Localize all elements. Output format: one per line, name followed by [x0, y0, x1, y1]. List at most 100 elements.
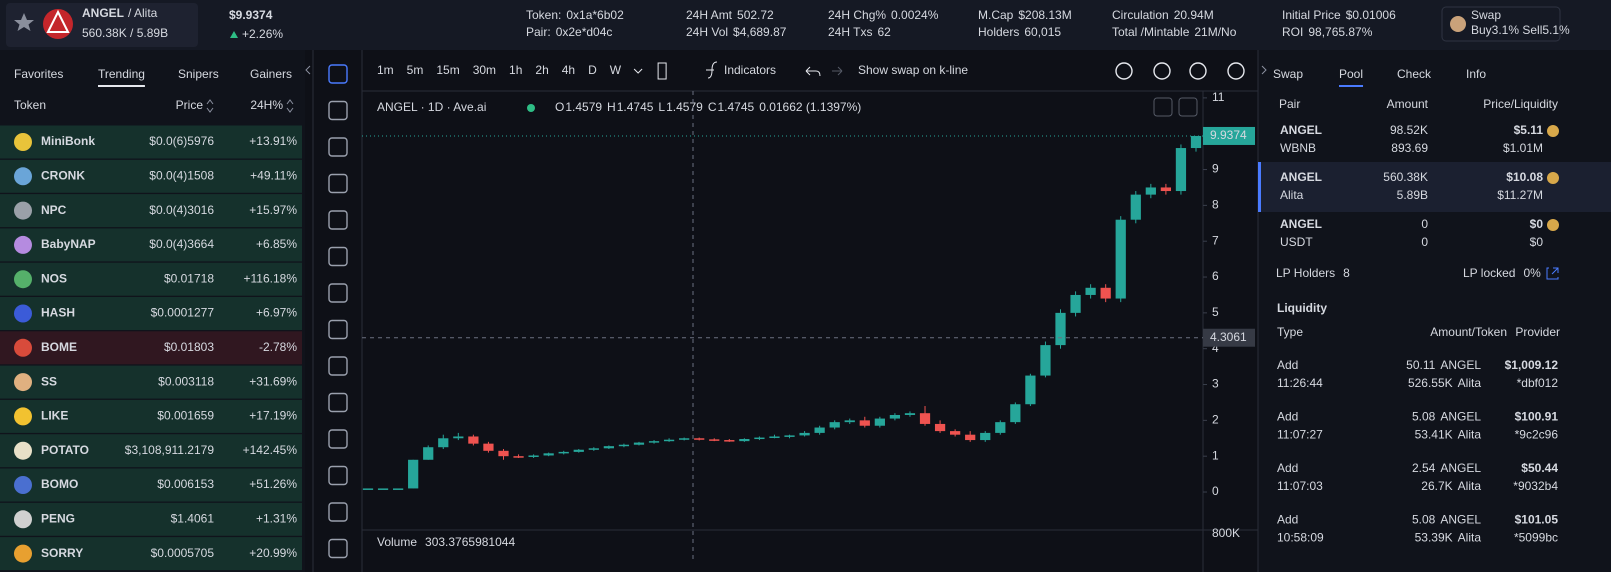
swap-button[interactable] — [1441, 6, 1561, 42]
token-row[interactable] — [0, 434, 302, 468]
external-link-icon[interactable] — [1546, 267, 1559, 280]
column-header[interactable]: Price — [176, 98, 204, 112]
interval-button[interactable]: D — [588, 63, 597, 77]
interval-button[interactable]: 2h — [535, 63, 548, 77]
indicators-icon — [706, 61, 718, 79]
pool-tab[interactable]: Swap — [1273, 67, 1303, 81]
token-row[interactable] — [0, 399, 302, 433]
indicators-button[interactable]: Indicators — [724, 63, 776, 77]
token-row[interactable] — [0, 262, 302, 296]
candle-body — [694, 438, 705, 440]
token-price: $0.01803 — [164, 340, 214, 354]
swap-toggle[interactable]: Show swap on k-line — [858, 63, 968, 77]
redo-button[interactable] — [832, 66, 843, 76]
candle-body — [1160, 187, 1172, 192]
chart-tool-icon[interactable] — [1153, 62, 1171, 80]
token-row[interactable] — [0, 537, 302, 571]
list-tab[interactable]: Gainers — [250, 67, 292, 81]
token-price: $0.0(4)1508 — [149, 168, 214, 182]
list-tab[interactable]: Favorites — [14, 67, 63, 81]
drawing-tool[interactable] — [328, 283, 348, 303]
drawing-tool[interactable] — [328, 538, 348, 559]
legend-button[interactable] — [1153, 97, 1173, 117]
token-row[interactable] — [0, 331, 302, 365]
pair-amount: 560.38K — [1383, 170, 1428, 184]
token-price: $0.0(4)3016 — [149, 203, 214, 217]
pair-base[interactable]: ANGEL — [1280, 123, 1322, 137]
token-icon — [14, 133, 32, 151]
interval-button[interactable]: 5m — [407, 63, 424, 77]
drawing-tool[interactable] — [328, 137, 348, 157]
list-tab[interactable]: Snipers — [178, 67, 219, 81]
drawing-tool[interactable] — [328, 173, 348, 194]
pair-coin-icon — [1547, 125, 1559, 137]
candle-body — [528, 455, 539, 457]
interval-button[interactable]: 1h — [509, 63, 522, 77]
pool-tab[interactable]: Check — [1397, 67, 1432, 81]
chart-type-icon[interactable] — [657, 62, 667, 80]
pair-base[interactable]: ANGEL — [1280, 217, 1322, 231]
legend-button[interactable] — [1178, 97, 1198, 117]
interval-button[interactable]: 30m — [473, 63, 496, 77]
y-tick-label: 7 — [1212, 233, 1219, 247]
favorite-star[interactable] — [14, 13, 34, 31]
drawing-tool[interactable] — [328, 319, 348, 340]
candle-body — [543, 453, 554, 456]
drawing-tool[interactable] — [328, 502, 348, 522]
collapse-chevron[interactable] — [305, 65, 311, 75]
pair-base[interactable]: ANGEL — [1280, 170, 1322, 184]
token-row[interactable] — [0, 194, 302, 228]
candle-body — [1100, 287, 1111, 299]
ohlc-key: L — [658, 100, 665, 114]
pool-tab[interactable]: Pool — [1339, 67, 1363, 81]
chart-tool-icon[interactable] — [1115, 62, 1133, 80]
candle-body — [1010, 404, 1021, 423]
chart-legend-title: ANGEL · 1D · Ave.ai — [377, 100, 486, 114]
column-header[interactable]: 24H% — [250, 98, 283, 112]
y-tick-label: 11 — [1212, 90, 1225, 104]
drawing-tool[interactable] — [328, 429, 348, 449]
chart-tool-icon[interactable] — [1189, 62, 1207, 80]
pair-liquidity: $11.27M — [1497, 188, 1543, 202]
drawing-tool[interactable] — [328, 246, 348, 267]
token-row[interactable] — [0, 365, 302, 399]
event-token: ANGEL — [1440, 513, 1481, 527]
ohlc-value: 1.4745 — [617, 100, 654, 114]
interval-button[interactable]: 15m — [436, 63, 459, 77]
token-row[interactable] — [0, 228, 302, 262]
swap-fees: Buy3.1% Sell5.1% — [1471, 23, 1570, 37]
event-provider[interactable]: *5099bc — [1514, 531, 1558, 545]
token-row[interactable] — [0, 297, 302, 330]
drawing-tool[interactable] — [328, 100, 348, 121]
y-tick-label: 0 — [1212, 484, 1219, 498]
drawing-tool[interactable] — [328, 356, 348, 376]
interval-button[interactable]: 1m — [377, 63, 394, 77]
interval-dropdown[interactable] — [633, 68, 643, 74]
event-provider[interactable]: *9c2c96 — [1515, 428, 1559, 442]
drawing-tool[interactable] — [328, 465, 348, 486]
undo-button[interactable] — [805, 66, 821, 77]
chart-tool-icon[interactable] — [1227, 62, 1245, 80]
event-amount: 2.54 — [1412, 461, 1436, 475]
interval-button[interactable]: W — [610, 63, 622, 77]
pool-tab[interactable]: Info — [1466, 67, 1486, 81]
drawing-tool[interactable] — [328, 392, 348, 413]
token-row[interactable] — [0, 502, 302, 536]
stat-value: 62 — [877, 25, 891, 39]
drawing-tool[interactable] — [328, 64, 348, 84]
expand-chevron[interactable] — [1261, 65, 1267, 75]
token-row[interactable] — [0, 125, 302, 159]
drawing-tool[interactable] — [328, 210, 348, 230]
token-row[interactable] — [0, 159, 302, 193]
event-provider[interactable]: *9032b4 — [1513, 479, 1558, 493]
list-tab[interactable]: Trending — [98, 67, 145, 81]
stat-label: 24H Txs — [828, 25, 872, 39]
y-tick-label: 5 — [1212, 305, 1219, 319]
token-row[interactable] — [0, 468, 302, 502]
token-icon — [14, 235, 32, 254]
y-tick-label: 3 — [1212, 377, 1219, 391]
candle-body — [663, 439, 675, 442]
event-provider[interactable]: *dbf012 — [1517, 376, 1559, 390]
token-icon — [14, 270, 32, 289]
interval-button[interactable]: 4h — [562, 63, 575, 77]
